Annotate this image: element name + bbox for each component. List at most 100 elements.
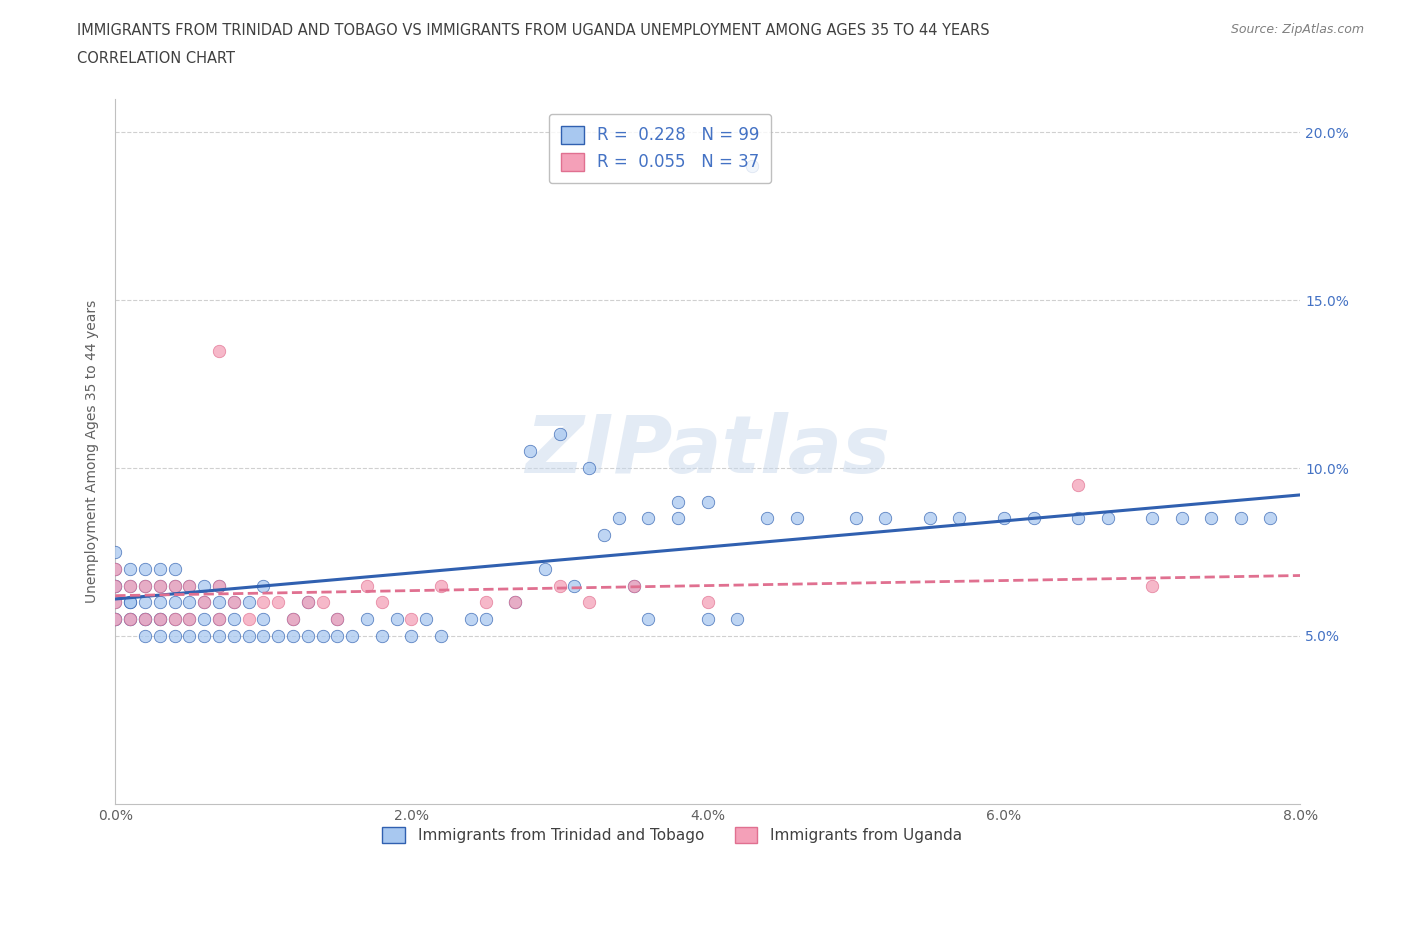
Point: [593, 527, 616, 542]
Point: [845, 511, 868, 525]
Point: [104, 578, 127, 593]
Point: [281, 612, 304, 627]
Point: [134, 578, 156, 593]
Point: [193, 595, 215, 610]
Point: [120, 578, 142, 593]
Point: [104, 545, 127, 560]
Point: [104, 578, 127, 593]
Point: [696, 494, 718, 509]
Point: [474, 595, 496, 610]
Point: [222, 629, 245, 644]
Point: [311, 595, 333, 610]
Point: [356, 612, 378, 627]
Point: [179, 629, 201, 644]
Point: [149, 578, 172, 593]
Point: [875, 511, 897, 525]
Point: [371, 595, 394, 610]
Point: [1022, 511, 1045, 525]
Point: [252, 595, 274, 610]
Point: [179, 612, 201, 627]
Point: [252, 629, 274, 644]
Point: [1097, 511, 1119, 525]
Point: [637, 511, 659, 525]
Point: [696, 595, 718, 610]
Point: [578, 595, 600, 610]
Point: [918, 511, 941, 525]
Point: [104, 612, 127, 627]
Point: [637, 612, 659, 627]
Point: [163, 595, 186, 610]
Point: [371, 629, 394, 644]
Point: [1199, 511, 1222, 525]
Point: [179, 595, 201, 610]
Point: [149, 612, 172, 627]
Point: [1230, 511, 1253, 525]
Point: [564, 578, 586, 593]
Point: [503, 595, 526, 610]
Point: [222, 595, 245, 610]
Point: [297, 595, 319, 610]
Point: [193, 578, 215, 593]
Point: [297, 629, 319, 644]
Point: [120, 595, 142, 610]
Point: [238, 629, 260, 644]
Point: [666, 511, 689, 525]
Point: [104, 612, 127, 627]
Point: [281, 629, 304, 644]
Legend: Immigrants from Trinidad and Tobago, Immigrants from Uganda: Immigrants from Trinidad and Tobago, Imm…: [377, 821, 967, 849]
Point: [163, 612, 186, 627]
Point: [1170, 511, 1192, 525]
Point: [120, 595, 142, 610]
Point: [149, 595, 172, 610]
Point: [134, 629, 156, 644]
Point: [281, 612, 304, 627]
Point: [104, 595, 127, 610]
Point: [120, 578, 142, 593]
Point: [519, 444, 541, 458]
Point: [533, 562, 555, 577]
Point: [149, 578, 172, 593]
Point: [267, 629, 290, 644]
Point: [179, 578, 201, 593]
Point: [120, 612, 142, 627]
Point: [163, 578, 186, 593]
Point: [401, 629, 423, 644]
Point: [149, 612, 172, 627]
Point: [120, 612, 142, 627]
Point: [193, 629, 215, 644]
Point: [208, 612, 231, 627]
Text: ZIPatlas: ZIPatlas: [526, 412, 890, 490]
Point: [415, 612, 437, 627]
Point: [179, 612, 201, 627]
Point: [149, 612, 172, 627]
Point: [297, 595, 319, 610]
Point: [607, 511, 630, 525]
Point: [786, 511, 808, 525]
Y-axis label: Unemployment Among Ages 35 to 44 years: Unemployment Among Ages 35 to 44 years: [86, 299, 100, 603]
Point: [623, 578, 645, 593]
Point: [385, 612, 408, 627]
Point: [1067, 511, 1090, 525]
Point: [342, 629, 364, 644]
Point: [460, 612, 482, 627]
Point: [208, 595, 231, 610]
Point: [548, 427, 571, 442]
Point: [222, 612, 245, 627]
Point: [134, 612, 156, 627]
Point: [548, 578, 571, 593]
Point: [503, 595, 526, 610]
Point: [623, 578, 645, 593]
Point: [238, 595, 260, 610]
Point: [1067, 477, 1090, 492]
Text: Source: ZipAtlas.com: Source: ZipAtlas.com: [1230, 23, 1364, 36]
Point: [1140, 511, 1163, 525]
Point: [430, 629, 453, 644]
Point: [948, 511, 970, 525]
Point: [666, 494, 689, 509]
Point: [252, 578, 274, 593]
Point: [208, 578, 231, 593]
Point: [208, 629, 231, 644]
Point: [326, 612, 349, 627]
Point: [134, 612, 156, 627]
Point: [134, 612, 156, 627]
